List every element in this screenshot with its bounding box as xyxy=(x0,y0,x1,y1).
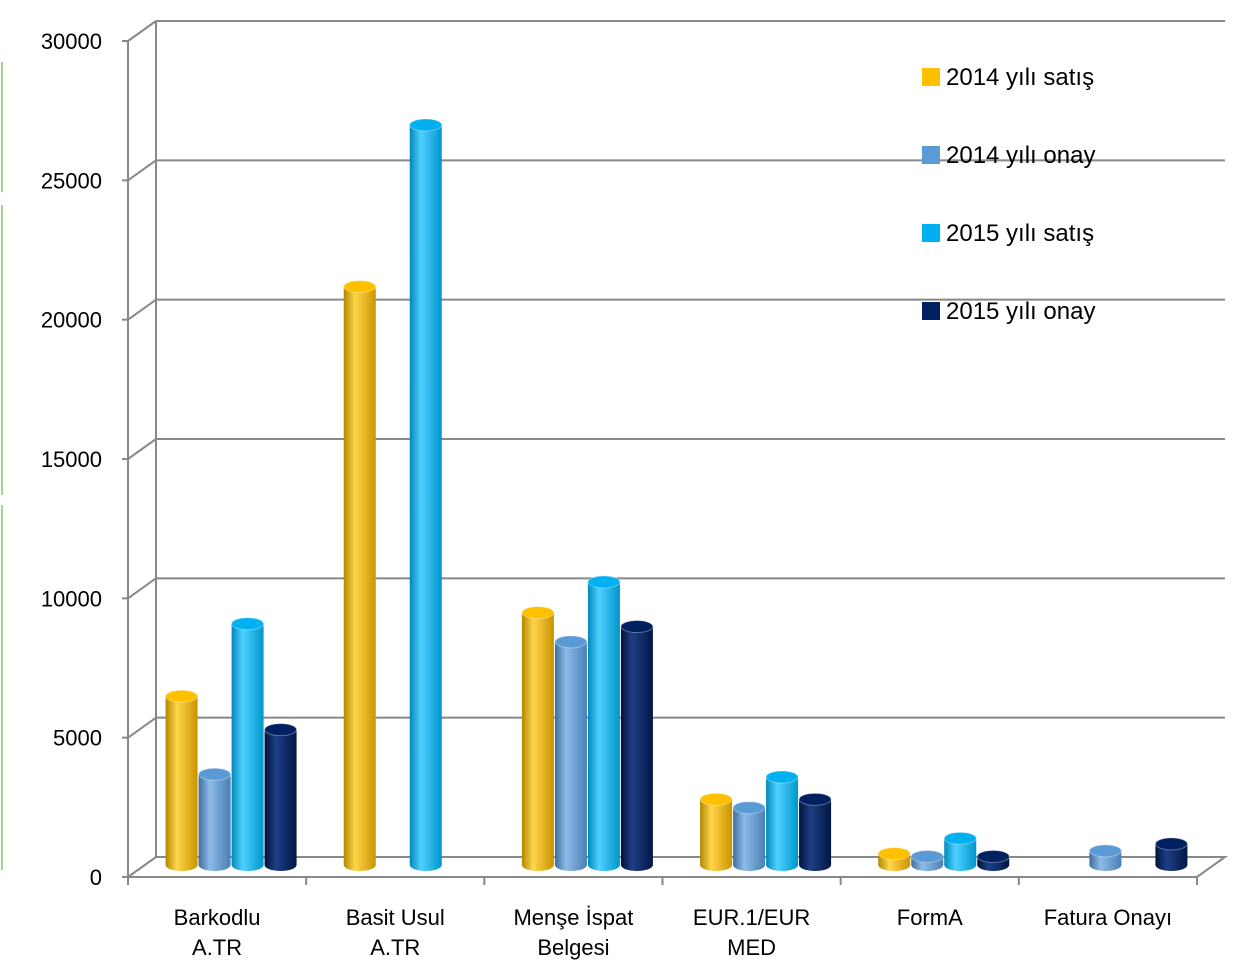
bar xyxy=(910,849,944,871)
bar xyxy=(798,792,832,871)
y-tick-label: 0 xyxy=(90,865,102,890)
gridline xyxy=(127,20,1225,42)
gridline xyxy=(127,438,1225,460)
legend-item: 2015 yılı onay xyxy=(922,298,1095,325)
bar xyxy=(165,689,199,871)
bar xyxy=(620,620,654,871)
gridline xyxy=(127,716,1225,739)
bar xyxy=(409,118,443,871)
legend-swatch xyxy=(922,146,940,164)
bar xyxy=(732,801,766,871)
y-tick-label: 10000 xyxy=(41,586,102,611)
bar xyxy=(554,635,588,871)
y-tick-label: 20000 xyxy=(41,308,102,333)
bar xyxy=(1088,844,1122,871)
bar xyxy=(231,617,265,871)
category-label: Menşe İspat Belgesi xyxy=(513,905,633,960)
legend-item: 2014 yılı onay xyxy=(922,142,1095,169)
bar xyxy=(587,575,621,871)
gridline xyxy=(127,577,1225,600)
bar xyxy=(699,792,733,871)
bar xyxy=(343,280,377,871)
y-tick-label: 5000 xyxy=(53,726,102,751)
category-label: Basit Usul A.TR xyxy=(346,905,445,960)
bar xyxy=(765,770,799,871)
gridline xyxy=(127,298,1225,321)
legend-label: 2014 yılı satış xyxy=(946,64,1094,91)
category-label: Barkodlu A.TR xyxy=(174,905,261,960)
axes xyxy=(122,21,1229,885)
legend-swatch xyxy=(922,68,940,86)
bar xyxy=(1154,837,1188,871)
gridlines xyxy=(127,20,1225,739)
legend: 2014 yılı satış 2014 yılı onay 2015 yılı s… xyxy=(922,64,1095,325)
bar xyxy=(943,831,977,871)
legend-label: 2015 yılı satış xyxy=(946,220,1094,247)
legend-swatch xyxy=(922,302,940,320)
y-tick-label: 25000 xyxy=(41,168,102,193)
legend-item: 2015 yılı satış xyxy=(922,220,1094,247)
category-label: EUR.1/EUR MED xyxy=(693,905,810,960)
category-labels: Barkodlu A.TR Basit Usul A.TR Menşe İspat Bel… xyxy=(174,905,1172,960)
bar xyxy=(264,723,298,871)
bar xyxy=(521,606,555,871)
y-tick-label: 15000 xyxy=(41,447,102,472)
bar xyxy=(877,847,911,871)
legend-label: 2015 yılı onay xyxy=(946,298,1095,325)
legend-item: 2014 yılı satış xyxy=(922,64,1094,91)
legend-swatch xyxy=(922,224,940,242)
category-label: FormA xyxy=(897,905,963,930)
y-tick-labels: 0 5000 10000 15000 20000 25000 30000 xyxy=(41,29,102,890)
y-tick-label: 30000 xyxy=(41,29,102,54)
gridline xyxy=(127,159,1225,182)
bar xyxy=(976,849,1010,871)
category-label: Fatura Onayı xyxy=(1044,905,1172,930)
bar xyxy=(198,767,232,871)
legend-label: 2014 yılı onay xyxy=(946,142,1095,169)
bars xyxy=(165,118,1188,871)
